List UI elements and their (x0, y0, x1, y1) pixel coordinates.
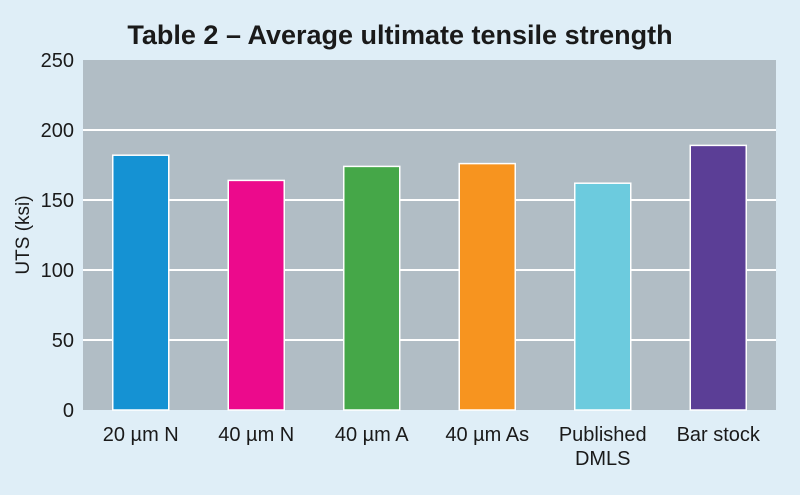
bar (574, 182, 632, 411)
y-tick-label: 200 (41, 120, 74, 142)
x-tick-label: 40 µm N (218, 424, 294, 446)
bar (458, 162, 516, 411)
gridlines (83, 129, 776, 341)
bar (112, 154, 170, 411)
x-tick-label: Published DMLS (559, 424, 647, 470)
chart-title: Table 2 – Average ultimate tensile stren… (127, 20, 672, 50)
y-tick-label: 100 (41, 260, 74, 282)
y-tick-label: 0 (63, 400, 74, 422)
x-tick-label: Bar stock (677, 424, 761, 446)
y-axis-label: UTS (ksi) (13, 195, 34, 274)
y-tick-label: 50 (52, 330, 74, 352)
y-tick-label: 150 (41, 190, 74, 212)
x-axis-labels: 20 µm N 40 µm N 40 µm A 40 µm As Published DM… (103, 424, 761, 470)
y-tick-label: 250 (41, 50, 74, 72)
bars (112, 144, 747, 411)
y-axis-ticks: 0 50 100 150 200 250 (41, 50, 74, 422)
x-tick-label: 40 µm As (445, 424, 529, 446)
plot-area (83, 60, 776, 410)
bar (343, 165, 401, 411)
x-tick-label: 20 µm N (103, 424, 179, 446)
bar (227, 179, 285, 411)
bar (689, 144, 747, 411)
x-tick-label: 40 µm A (335, 424, 409, 446)
